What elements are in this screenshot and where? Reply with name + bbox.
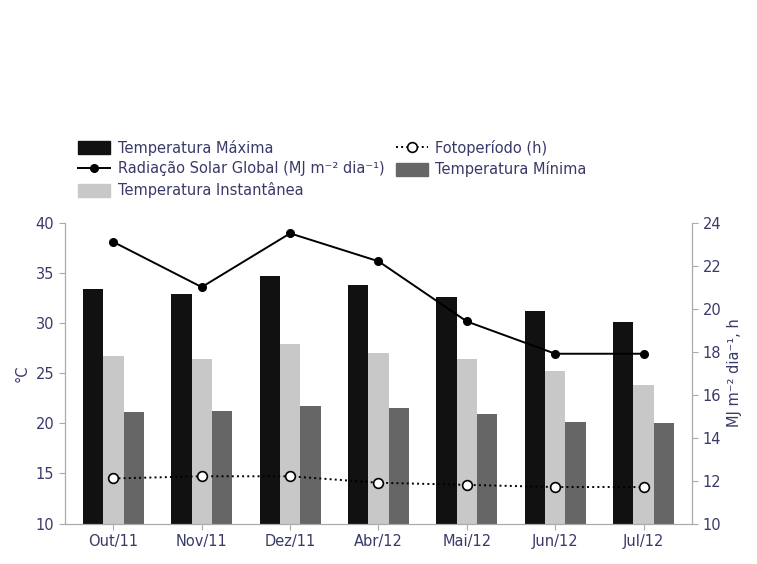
Bar (477, 414, 497, 564)
Bar (171, 294, 192, 564)
Bar (436, 297, 456, 564)
Bar (369, 353, 388, 564)
Bar (634, 385, 654, 564)
Bar (103, 356, 123, 564)
Bar (654, 423, 674, 564)
Bar (348, 285, 369, 564)
Bar (613, 322, 634, 564)
Y-axis label: °C: °C (15, 364, 30, 382)
Bar (123, 412, 144, 564)
Bar (525, 311, 545, 564)
Bar (83, 289, 103, 564)
Y-axis label: MJ m⁻² dia⁻¹, h: MJ m⁻² dia⁻¹, h (727, 319, 742, 428)
Legend: Temperatura Máxima, Radiação Solar Global (MJ m⁻² dia⁻¹), Temperatura Instantâne: Temperatura Máxima, Radiação Solar Globa… (78, 139, 587, 199)
Bar (545, 371, 565, 564)
Bar (260, 276, 280, 564)
Bar (456, 359, 477, 564)
Bar (301, 406, 321, 564)
Bar (565, 422, 586, 564)
Bar (192, 359, 212, 564)
Bar (280, 344, 301, 564)
Bar (212, 411, 232, 564)
Bar (388, 408, 409, 564)
